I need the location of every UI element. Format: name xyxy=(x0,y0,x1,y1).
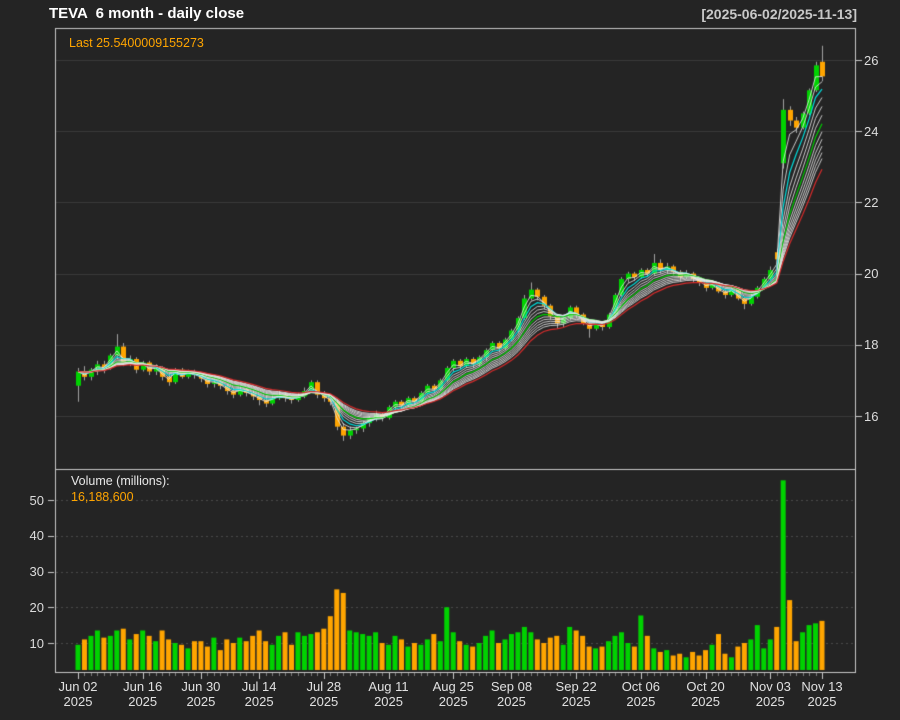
price-volume-chart-canvas xyxy=(0,0,900,720)
chart-window: TEVA 6 month - daily close [2025-06-02/2… xyxy=(0,0,900,720)
